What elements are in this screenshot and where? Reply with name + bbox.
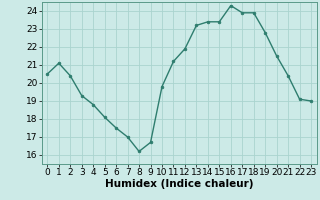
X-axis label: Humidex (Indice chaleur): Humidex (Indice chaleur) bbox=[105, 179, 253, 189]
